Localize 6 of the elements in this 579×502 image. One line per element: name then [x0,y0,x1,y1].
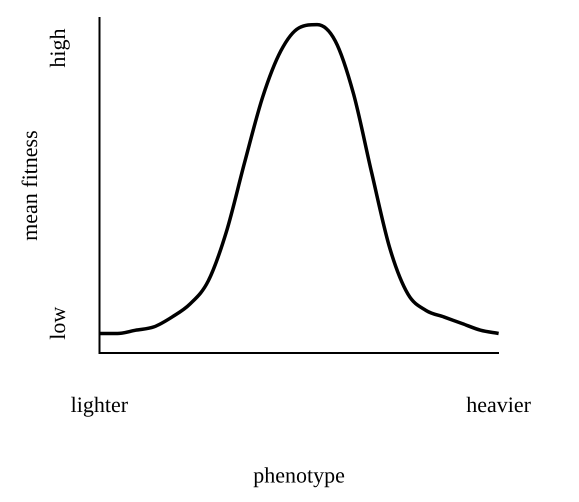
text: high [45,28,70,68]
x-tick-label: lighter [70,392,129,418]
text: low [45,306,70,340]
x-axis-title: phenotype [253,462,345,488]
x-tick-label: heavier [466,392,532,418]
y-axis-title: mean fitness [16,130,42,241]
